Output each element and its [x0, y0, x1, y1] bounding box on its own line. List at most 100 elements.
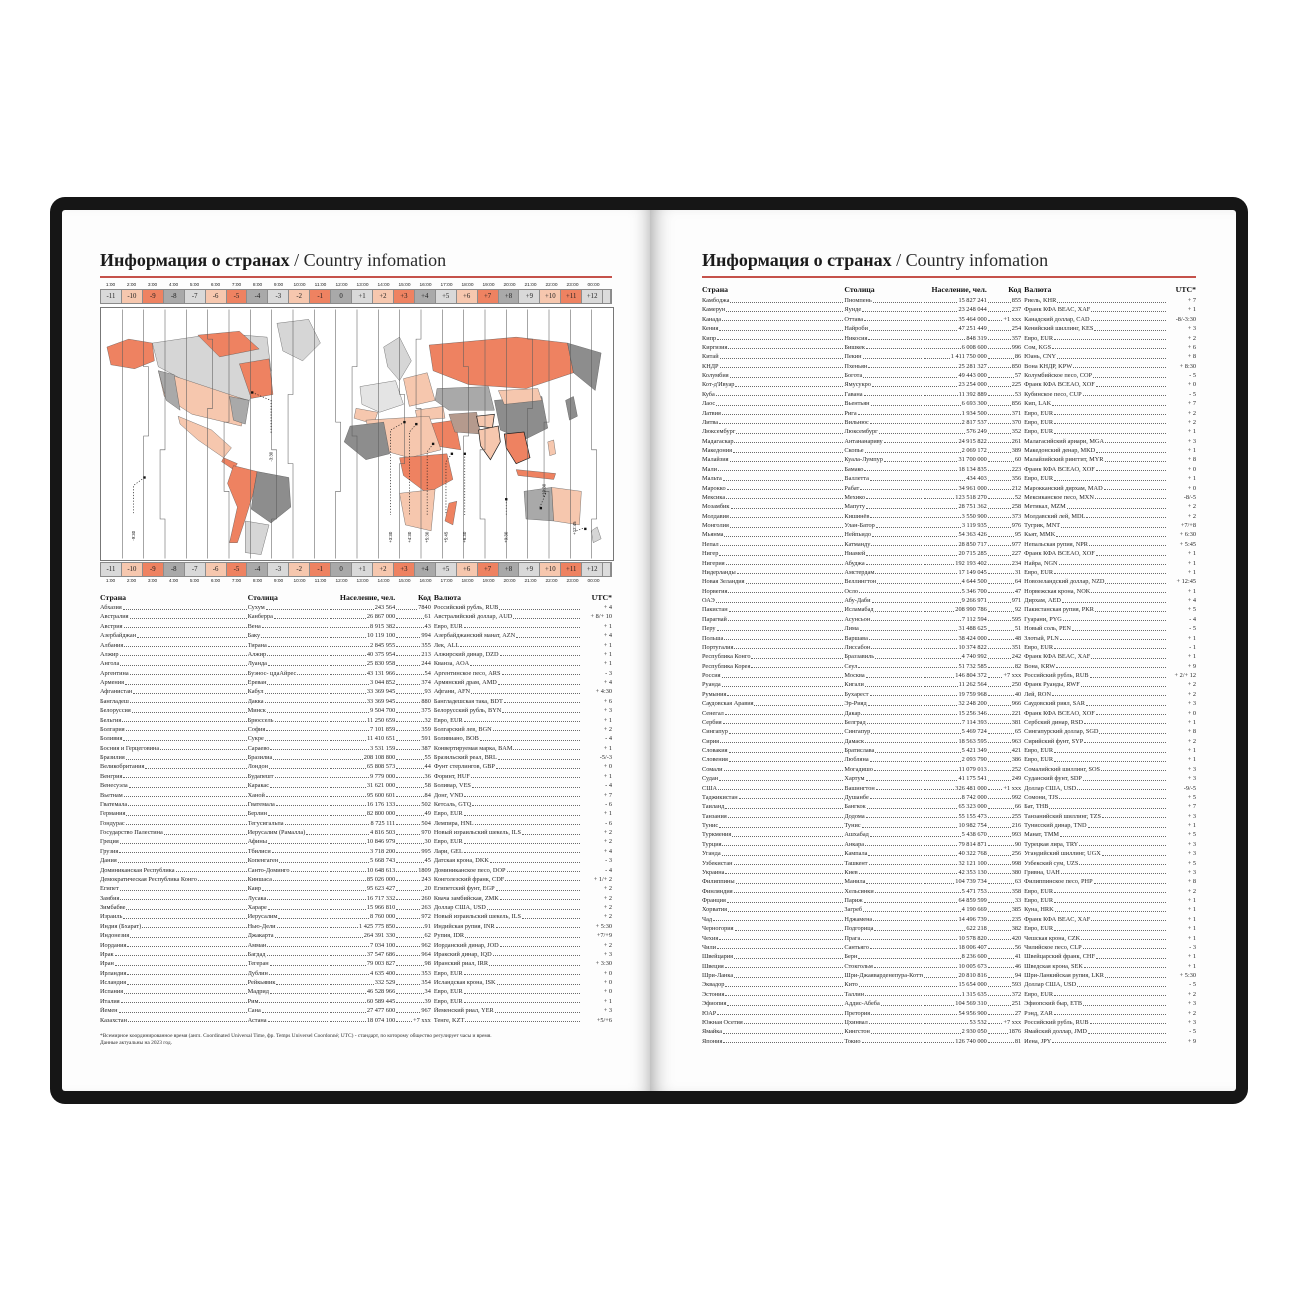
- svg-text:+3:30: +3:30: [388, 531, 393, 543]
- cell-capital: Асунсьон: [844, 616, 923, 623]
- cell-population: 5 471 753: [923, 888, 987, 895]
- table-row: Венесуэла Каракас 31 621 000 58 Боливар, VES…: [100, 782, 612, 791]
- cell-currency: Кетсаль, GTQ: [431, 801, 582, 808]
- dot-leader: [290, 871, 329, 872]
- dot-leader: [1095, 470, 1166, 472]
- dot-leader: [125, 824, 247, 826]
- dot-leader: [745, 582, 844, 584]
- cell-utc: + 4: [603, 632, 612, 640]
- cell-population: 65 808 573: [329, 763, 395, 770]
- dot-leader: [463, 974, 581, 976]
- dot-leader: [396, 964, 424, 966]
- table-row: Руанда Кигали 11 262 564 250 Франк Руанды, R…: [702, 681, 1196, 690]
- cell-country: Танзания: [702, 813, 844, 820]
- dot-leader: [863, 901, 922, 903]
- cell-utc: + 1: [603, 744, 612, 752]
- cell-country: Мадагаскар: [702, 438, 844, 445]
- cell-utc: - 5: [1189, 372, 1196, 379]
- cell-capital: Душанбе: [844, 794, 923, 801]
- cell-currency: Франк КФА BEAC, XAF: [1021, 916, 1166, 923]
- cell-capital: Тегусигальпа: [248, 820, 329, 827]
- cell-country: Индонезия: [100, 932, 248, 939]
- table-row: Южная Осетия Цхинвал 53 532 +7 xxx Российски…: [702, 1019, 1196, 1028]
- cell-code: 359: [395, 726, 431, 733]
- cell-utc: + 2/+ 12: [1174, 672, 1196, 679]
- dot-leader: [1060, 873, 1166, 875]
- cell-capital: Киншаса: [248, 876, 329, 883]
- offset-cell: +12: [582, 290, 604, 303]
- table-row: Танзания Додома 55 155 473 255 Танзанийский …: [702, 813, 1196, 822]
- cell-country: Словакия: [702, 747, 844, 754]
- dot-leader: [722, 723, 844, 725]
- cell-currency: Канадский доллар, CAD: [1021, 316, 1166, 323]
- dot-leader: [1054, 414, 1166, 415]
- cell-capital: Сантьяго: [844, 944, 923, 951]
- cell-currency: Франк КФА BEAC, XAF: [1021, 306, 1166, 313]
- dot-leader: [1105, 442, 1166, 444]
- hour-label: 10:00: [293, 579, 306, 584]
- dot-leader: [872, 535, 922, 537]
- dot-leader: [330, 852, 370, 854]
- cell-currency: Дирхам, AED: [1021, 597, 1166, 604]
- dot-leader: [123, 739, 247, 741]
- cell-currency: Египетский фунт, EGP: [431, 885, 582, 892]
- cell-population: 46 528 966: [329, 988, 395, 995]
- dot-leader: [987, 592, 1014, 594]
- cell-currency: Малайзийский ринггит, MYR: [1021, 456, 1166, 463]
- cell-population: 2 069 172: [923, 447, 987, 454]
- cell-country: Гватемала: [100, 801, 248, 808]
- cell-utc: + 9: [1187, 662, 1196, 670]
- cell-code: 98: [395, 960, 431, 967]
- offset-cell: +3: [393, 290, 415, 303]
- cell-capital: Улан-Батор: [844, 522, 923, 529]
- cell-population: 20 810 816: [923, 972, 987, 979]
- dot-leader: [987, 751, 1011, 753]
- dot-leader: [987, 423, 1011, 425]
- table-row: Украина Киев 42 353 130 380 Гривна, UAH + 3: [702, 869, 1196, 878]
- cell-currency: Шри-Ланкийская рупия, LKR: [1021, 972, 1166, 979]
- cell-population: 11 392 889: [923, 391, 987, 398]
- cell-code: 55: [395, 754, 431, 761]
- svg-text:+5:30: +5:30: [425, 531, 430, 543]
- cell-country: Исландия: [100, 979, 248, 986]
- dot-leader: [923, 404, 961, 406]
- dot-leader: [734, 957, 844, 959]
- dot-leader: [479, 739, 581, 741]
- dot-leader: [129, 617, 247, 619]
- cell-population: 15 827 241: [923, 297, 987, 304]
- cell-capital: Манила: [844, 878, 923, 885]
- cell-capital: Каир: [248, 885, 329, 892]
- cell-capital: Баку: [248, 632, 329, 639]
- dot-leader: [987, 957, 1014, 959]
- dot-leader: [861, 714, 922, 715]
- cell-country: Люксембург: [702, 428, 844, 435]
- dot-leader: [396, 786, 424, 788]
- cell-utc: + 1: [1187, 568, 1196, 576]
- cell-code: 234: [987, 560, 1021, 567]
- cell-utc: + 6: [603, 697, 612, 705]
- cell-currency: Суданский фунт, SDP: [1021, 775, 1166, 782]
- cell-code: 216: [987, 822, 1021, 829]
- cell-utc: + 5:30: [1179, 972, 1196, 979]
- dot-leader: [494, 1011, 581, 1013]
- cell-currency: Евро, EUR: [431, 838, 582, 845]
- cell-capital: Могадишо: [844, 766, 923, 773]
- cell-population: 5 346 700: [923, 588, 987, 595]
- cell-capital: Санто-Доминго: [248, 867, 329, 874]
- cell-utc: - 3: [1189, 943, 1196, 951]
- cell-code: 213: [395, 651, 431, 658]
- dot-leader: [330, 702, 366, 704]
- dot-leader: [1104, 976, 1166, 978]
- dot-leader: [724, 967, 844, 969]
- cell-country: Словения: [702, 756, 844, 763]
- cell-population: 10 119 100: [329, 632, 395, 639]
- dot-leader: [987, 357, 1014, 359]
- cell-country: Уганда: [702, 850, 844, 857]
- cell-capital: Лондон: [248, 763, 329, 770]
- cell-capital: Дублин: [248, 970, 329, 977]
- cell-population: 9 779 000: [329, 773, 395, 780]
- cell-utc: + 3: [1187, 1000, 1196, 1008]
- hour-label: 20:00: [503, 579, 516, 584]
- dot-leader: [987, 760, 1011, 762]
- cell-country: Бразилия: [100, 754, 248, 761]
